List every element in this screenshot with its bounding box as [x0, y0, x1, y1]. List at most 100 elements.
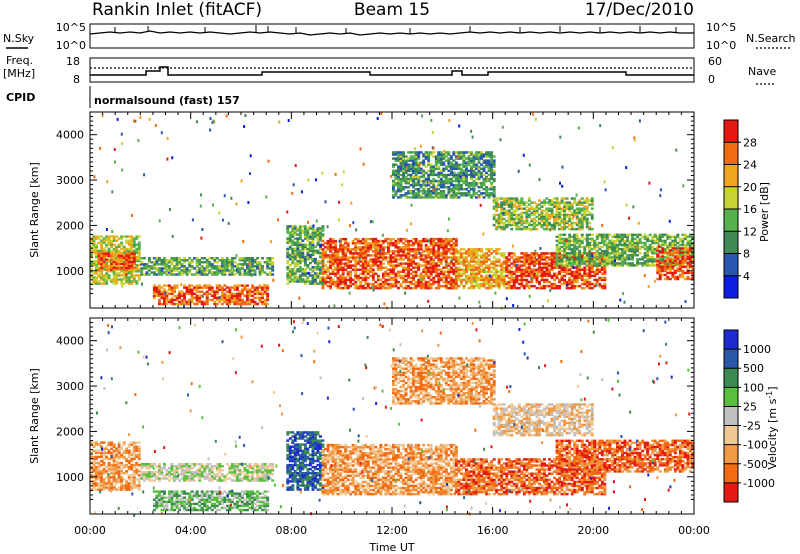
power-cell: [412, 167, 416, 171]
power-cell: [248, 294, 252, 298]
power-cell: [178, 257, 182, 260]
power-cell: [102, 268, 106, 271]
power-cell: [454, 188, 458, 191]
power-cell: [402, 268, 406, 271]
power-cell: [135, 264, 139, 267]
power-cell: [595, 262, 599, 265]
power-cell: [311, 253, 315, 257]
power-cell: [394, 242, 398, 245]
power-cell: [683, 245, 687, 249]
power-cell: [125, 262, 129, 266]
power-cell: [563, 260, 567, 263]
power-cell: [454, 248, 458, 251]
power-cell: [130, 239, 134, 242]
power-cell: [447, 165, 451, 168]
power-cell: [497, 286, 501, 290]
power-cell: [462, 171, 466, 175]
power-cell: [527, 223, 531, 227]
power-cell: [412, 244, 416, 247]
power-cell: [173, 290, 177, 293]
power-cell: [311, 229, 315, 232]
power-cell: [457, 167, 461, 171]
power-cell: [100, 266, 104, 270]
power-cell: [321, 235, 325, 238]
power-cell: [319, 278, 322, 281]
power-cell: [598, 254, 602, 257]
power-cell: [661, 235, 665, 239]
power-cell: [97, 252, 101, 255]
power-cell: [389, 282, 393, 286]
power-cell: [132, 237, 136, 240]
date-title: 17/Dec/2010: [585, 0, 694, 20]
power-cell: [616, 262, 619, 265]
power-cell: [452, 278, 456, 282]
power-cell: [246, 300, 249, 304]
power-cell: [636, 258, 640, 261]
power-cell: [326, 256, 330, 259]
power-cell: [449, 256, 453, 259]
power-cell: [301, 251, 305, 255]
power-cell: [92, 259, 96, 263]
power-cell: [379, 266, 383, 269]
power-cell: [381, 256, 385, 259]
power-cell: [437, 284, 441, 288]
power-cell: [543, 274, 546, 278]
power-cell: [558, 258, 562, 261]
power-cell: [168, 273, 171, 276]
power-cell: [603, 266, 607, 269]
power-cell: [107, 258, 111, 261]
power-cell: [678, 259, 682, 262]
power-cell: [178, 300, 182, 304]
power-cell: [444, 274, 448, 278]
power-cell: [417, 155, 421, 158]
power-cell: [563, 241, 567, 245]
power-cell: [102, 264, 106, 268]
power-cell: [399, 284, 403, 288]
power-cell: [248, 271, 252, 274]
power-cell: [308, 233, 312, 236]
power-cell: [442, 186, 446, 189]
power-cell: [147, 261, 151, 264]
power-cell: [545, 221, 549, 225]
power-cell: [97, 237, 101, 240]
power-cell: [653, 260, 657, 263]
power-cell: [437, 272, 441, 276]
power-cell: [515, 221, 519, 225]
power-cell: [243, 286, 247, 289]
power-cell: [631, 264, 635, 267]
power-cell: [374, 260, 378, 263]
power-cell: [409, 190, 413, 193]
power-cell: [102, 254, 106, 257]
power-cell: [100, 262, 104, 266]
power-cell: [334, 258, 338, 261]
power-cell: [490, 171, 494, 175]
power-cell: [540, 215, 544, 219]
power-cell: [676, 261, 680, 264]
power-cell: [387, 262, 390, 265]
power-cell: [603, 256, 607, 259]
power-cell: [540, 270, 544, 274]
power-cell: [432, 239, 436, 243]
power-cell: [462, 248, 466, 251]
power-cell: [414, 183, 418, 187]
power-cell: [422, 239, 426, 243]
power-cell: [130, 252, 134, 255]
power-cell: [183, 300, 187, 304]
power-cell: [550, 252, 554, 255]
power-cell: [135, 247, 139, 251]
power-cell: [303, 274, 307, 277]
power-cell: [475, 282, 478, 286]
power-cell: [115, 264, 119, 268]
power-cell: [422, 237, 426, 241]
power-cell: [316, 237, 320, 240]
power-cell: [507, 280, 511, 284]
power-cell: [324, 252, 327, 255]
power-cell: [608, 241, 612, 245]
power-cell: [152, 284, 156, 287]
power-cell: [293, 241, 297, 244]
power-cell: [520, 278, 524, 282]
power-cell: [243, 288, 247, 291]
power-cell: [308, 241, 312, 244]
power-cell: [668, 253, 672, 256]
power-cell: [437, 282, 441, 286]
